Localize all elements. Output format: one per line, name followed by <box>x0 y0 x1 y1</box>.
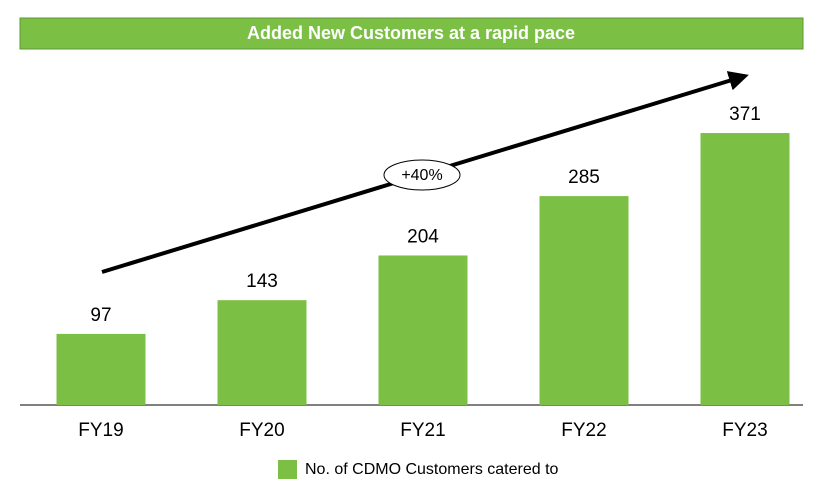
data-label: 97 <box>90 305 111 326</box>
x-tick-label: FY20 <box>239 420 284 441</box>
legend-swatch <box>278 460 297 479</box>
bar <box>539 196 629 405</box>
chart-title: Added New Customers at a rapid pace <box>247 23 575 43</box>
data-label: 371 <box>729 104 761 125</box>
bar <box>378 255 468 405</box>
annotation-ellipse <box>383 159 461 191</box>
legend-label: No. of CDMO Customers catered to <box>305 461 559 478</box>
data-label: 204 <box>407 226 439 247</box>
data-label: 285 <box>568 167 600 188</box>
title-banner <box>19 17 804 50</box>
bar <box>56 333 146 405</box>
data-label: 143 <box>246 271 278 292</box>
annotation: +40% <box>401 167 442 184</box>
x-tick-label: FY22 <box>561 420 606 441</box>
bar <box>217 300 307 405</box>
x-tick-label: FY19 <box>78 420 123 441</box>
bar <box>700 133 790 405</box>
x-tick-label: FY21 <box>400 420 445 441</box>
x-tick-label: FY23 <box>722 420 767 441</box>
